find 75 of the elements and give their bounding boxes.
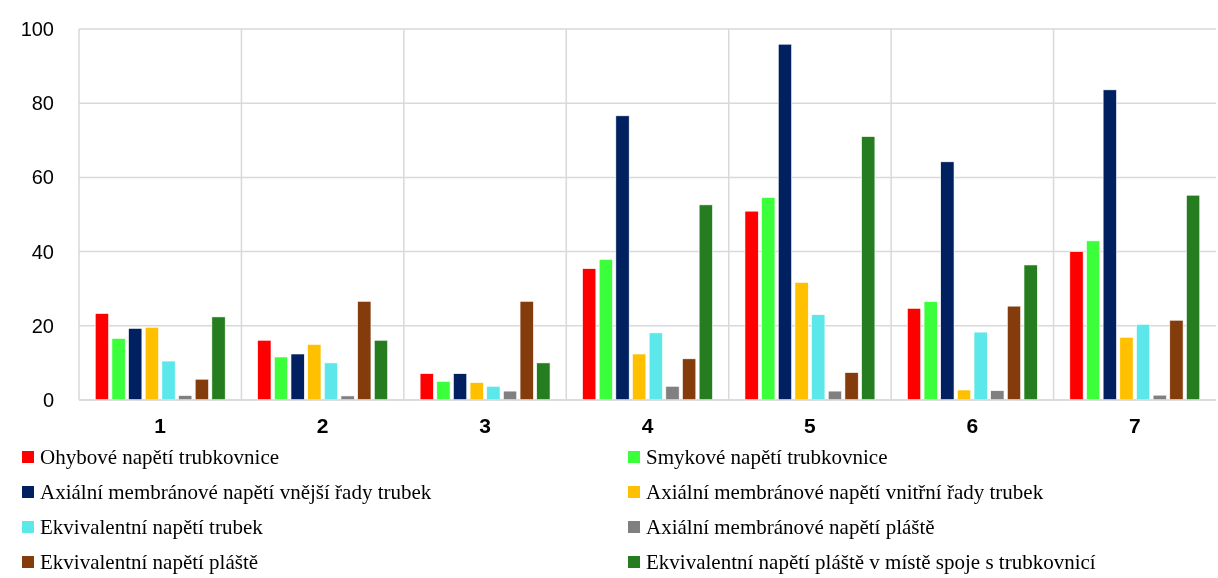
x-tick-label: 3: [479, 414, 491, 437]
bar: [340, 395, 355, 401]
bar: [582, 268, 597, 401]
bar: [373, 339, 388, 401]
bar: [161, 360, 176, 401]
bar: [1186, 194, 1201, 401]
bar: [128, 328, 143, 401]
x-tick-label: 4: [641, 414, 654, 437]
bar: [1136, 324, 1151, 401]
bar: [274, 356, 288, 401]
bar: [598, 259, 613, 401]
bar: [536, 362, 551, 401]
y-tick-label: 60: [31, 166, 54, 189]
bar: [1169, 319, 1184, 401]
bar: [1086, 240, 1101, 401]
bar: [665, 385, 680, 401]
x-tick-label: 2: [316, 414, 329, 437]
bar: [469, 382, 484, 401]
bar: [777, 43, 792, 401]
bar: [503, 390, 518, 401]
y-tick-label: 100: [20, 18, 54, 40]
y-tick-label: 80: [31, 92, 54, 115]
bar: [940, 161, 955, 401]
bar: [436, 381, 451, 401]
bar: [111, 338, 126, 401]
bar: [861, 136, 876, 401]
legend-label: Ohybové napětí trubkovnice: [40, 445, 280, 469]
bar: [615, 115, 630, 401]
x-tick-label: 7: [1128, 414, 1141, 437]
legend-label: Axiální membránové napětí pláště: [646, 515, 935, 539]
legend-label: Ekvivalentní napětí trubek: [40, 515, 264, 539]
bar: [94, 313, 109, 401]
x-tick-label: 6: [966, 414, 979, 437]
bar: [811, 314, 826, 401]
bar: [1023, 264, 1038, 401]
x-tick-label: 1: [154, 414, 167, 437]
bar: [1102, 89, 1117, 401]
bar: [761, 197, 776, 401]
bar: [519, 301, 534, 401]
legend-label: Ekvivalentní napětí pláště v místě spoje s trubkovnicí: [646, 550, 1096, 574]
bar: [827, 390, 842, 401]
bar: [144, 326, 159, 401]
legend-label: Axiální membránové napětí vnější řady trubek: [40, 480, 432, 504]
legend-label: Ekvivalentní napětí pláště: [40, 550, 259, 574]
bar: [257, 339, 272, 401]
y-tick-label: 20: [31, 314, 54, 337]
bar: [1069, 251, 1084, 401]
bar: [698, 204, 713, 401]
bar: [957, 389, 971, 401]
bar: [907, 308, 922, 401]
bar: [1119, 337, 1134, 401]
bar: [682, 358, 697, 401]
y-tick-label: 40: [31, 240, 54, 263]
bar: [632, 353, 647, 401]
bar: [419, 373, 434, 401]
legend-label: Axiální membránové napětí vnitřní řady trubek: [646, 480, 1044, 504]
legend-label: Smykové napětí trubkovnice: [646, 445, 888, 469]
bar: [990, 390, 1005, 401]
bar: [453, 373, 468, 401]
bar: [194, 378, 209, 401]
bar: [307, 344, 322, 401]
bar: [486, 385, 501, 401]
bar: [973, 331, 988, 401]
bar: [844, 372, 859, 401]
bar: [923, 301, 938, 401]
bar: [290, 353, 305, 401]
y-tick-label: 0: [42, 389, 54, 411]
bar: [1007, 305, 1021, 401]
bar: [794, 282, 809, 401]
bar: [211, 316, 226, 401]
bar: [744, 210, 759, 401]
bar: [357, 301, 372, 401]
x-tick-label: 5: [804, 414, 817, 437]
bar: [324, 362, 338, 401]
bar: [648, 332, 663, 401]
